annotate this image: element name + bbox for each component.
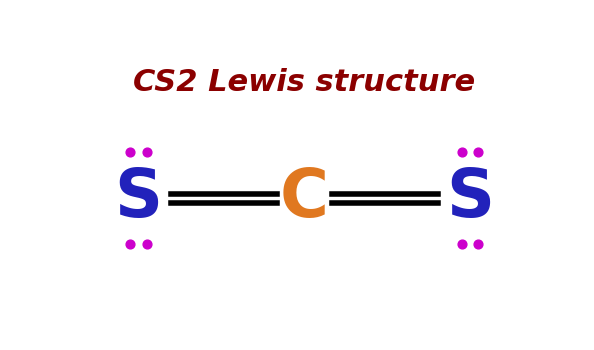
Point <box>457 241 467 247</box>
Point <box>142 150 151 155</box>
Point <box>473 241 483 247</box>
Point <box>473 150 483 155</box>
Text: S: S <box>115 165 163 231</box>
Text: CS2 Lewis structure: CS2 Lewis structure <box>134 68 475 97</box>
Text: C: C <box>280 165 329 231</box>
Text: S: S <box>446 165 494 231</box>
Point <box>457 150 467 155</box>
Point <box>142 241 151 247</box>
Point <box>126 150 135 155</box>
Point <box>126 241 135 247</box>
